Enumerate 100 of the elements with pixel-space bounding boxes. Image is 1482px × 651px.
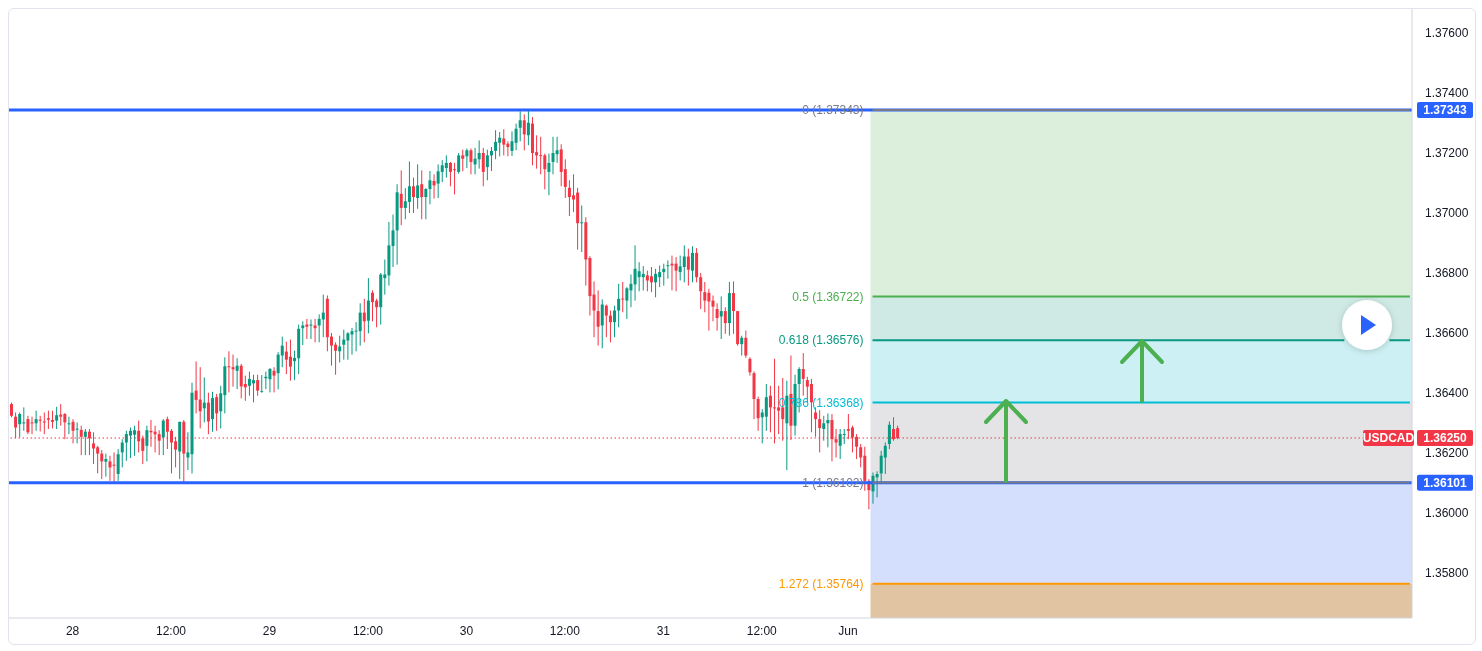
candlestick bbox=[371, 289, 375, 322]
y-tick-label: 1.36200 bbox=[1425, 446, 1469, 461]
candlestick bbox=[838, 428, 842, 460]
text: USDCAD bbox=[1362, 431, 1415, 446]
candlestick bbox=[252, 374, 256, 403]
candlestick bbox=[674, 256, 678, 292]
candlestick bbox=[469, 148, 473, 175]
candlestick bbox=[186, 431, 190, 471]
candlestick bbox=[350, 327, 354, 356]
candlestick bbox=[625, 286, 629, 320]
candlestick bbox=[842, 428, 846, 445]
candlestick bbox=[30, 416, 34, 435]
candlestick bbox=[518, 110, 522, 142]
candlestick bbox=[748, 356, 752, 377]
x-tick-label: 12:00 bbox=[746, 623, 778, 638]
candlestick bbox=[670, 255, 674, 291]
candlestick bbox=[444, 154, 448, 179]
candlestick bbox=[559, 143, 563, 187]
candlestick bbox=[596, 289, 600, 347]
candlestick bbox=[514, 123, 518, 151]
candlestick bbox=[502, 128, 506, 156]
candlestick bbox=[83, 428, 87, 456]
candlestick bbox=[678, 255, 682, 281]
candlestick bbox=[104, 453, 108, 478]
candlestick bbox=[699, 272, 703, 310]
y-tick-label: 1.35800 bbox=[1425, 566, 1469, 581]
candlestick bbox=[662, 263, 666, 287]
candlestick bbox=[284, 341, 288, 375]
candlestick bbox=[641, 265, 645, 291]
candlestick bbox=[329, 332, 333, 367]
candlestick bbox=[309, 319, 313, 340]
candlestick bbox=[822, 415, 826, 442]
candlestick bbox=[809, 378, 813, 433]
candlestick bbox=[67, 416, 71, 435]
candlestick bbox=[703, 281, 707, 313]
candlestick bbox=[494, 129, 498, 160]
y-tick-label: 1.37400 bbox=[1425, 86, 1469, 101]
candlestick bbox=[256, 374, 260, 397]
candlestick bbox=[633, 244, 637, 302]
y-tick-label: 1.36000 bbox=[1425, 506, 1469, 521]
candlestick bbox=[161, 418, 165, 456]
candlestick bbox=[235, 357, 239, 390]
candlestick bbox=[715, 302, 719, 332]
candlestick bbox=[124, 430, 128, 462]
candlestick bbox=[875, 470, 879, 498]
candlestick bbox=[457, 152, 461, 175]
series-label: 0.5 (1.36722) bbox=[792, 289, 864, 304]
candlestick bbox=[522, 113, 526, 151]
candlestick bbox=[567, 179, 571, 217]
candlestick bbox=[526, 109, 530, 146]
ref-line-label: 1.36101 bbox=[1423, 475, 1468, 490]
candlestick bbox=[42, 412, 46, 435]
candlestick bbox=[645, 270, 649, 292]
candlestick bbox=[432, 173, 436, 200]
candlestick bbox=[658, 265, 662, 288]
candlestick bbox=[555, 136, 559, 164]
candlestick bbox=[498, 131, 502, 157]
candlestick bbox=[260, 374, 264, 393]
x-tick-label: 12:00 bbox=[549, 623, 581, 638]
candlestick bbox=[321, 294, 325, 338]
candlestick bbox=[133, 425, 137, 457]
candlestick bbox=[510, 130, 514, 157]
candlestick bbox=[637, 261, 641, 292]
candlestick bbox=[600, 298, 604, 349]
candlestick bbox=[682, 244, 686, 283]
candlestick bbox=[465, 148, 469, 169]
y-tick-label: 1.36400 bbox=[1425, 386, 1469, 401]
candlestick bbox=[448, 161, 452, 187]
candlestick bbox=[358, 302, 362, 347]
candlestick bbox=[272, 366, 276, 393]
candlestick bbox=[194, 361, 198, 414]
candlestick bbox=[120, 438, 124, 468]
candlestick bbox=[424, 187, 428, 220]
candlestick bbox=[777, 385, 781, 435]
candlestick bbox=[461, 149, 465, 172]
candlestick bbox=[112, 451, 116, 483]
candlestick bbox=[403, 187, 407, 220]
candlestick bbox=[719, 295, 723, 340]
candlestick bbox=[649, 266, 653, 293]
candlestick bbox=[723, 306, 727, 335]
y-tick-label: 1.37200 bbox=[1425, 146, 1469, 161]
candlestick bbox=[481, 147, 485, 187]
candlestick bbox=[436, 163, 440, 199]
candlestick bbox=[613, 305, 617, 338]
candlestick bbox=[506, 140, 510, 157]
x-tick-label: 12:00 bbox=[352, 623, 384, 638]
candlestick bbox=[453, 162, 457, 195]
candlestick bbox=[477, 139, 481, 170]
candlestick bbox=[666, 259, 670, 280]
candlestick bbox=[342, 329, 346, 361]
candlestick bbox=[59, 403, 63, 427]
candlestick bbox=[288, 339, 292, 382]
candlestick bbox=[34, 410, 38, 432]
y-tick-label: 1.36600 bbox=[1425, 326, 1469, 341]
candlestick bbox=[740, 335, 744, 356]
candlestick bbox=[100, 449, 104, 480]
y-tick-label: 1.37000 bbox=[1425, 206, 1469, 221]
candlestick bbox=[428, 170, 432, 205]
candlestick bbox=[22, 406, 26, 432]
candlestick bbox=[580, 205, 584, 253]
